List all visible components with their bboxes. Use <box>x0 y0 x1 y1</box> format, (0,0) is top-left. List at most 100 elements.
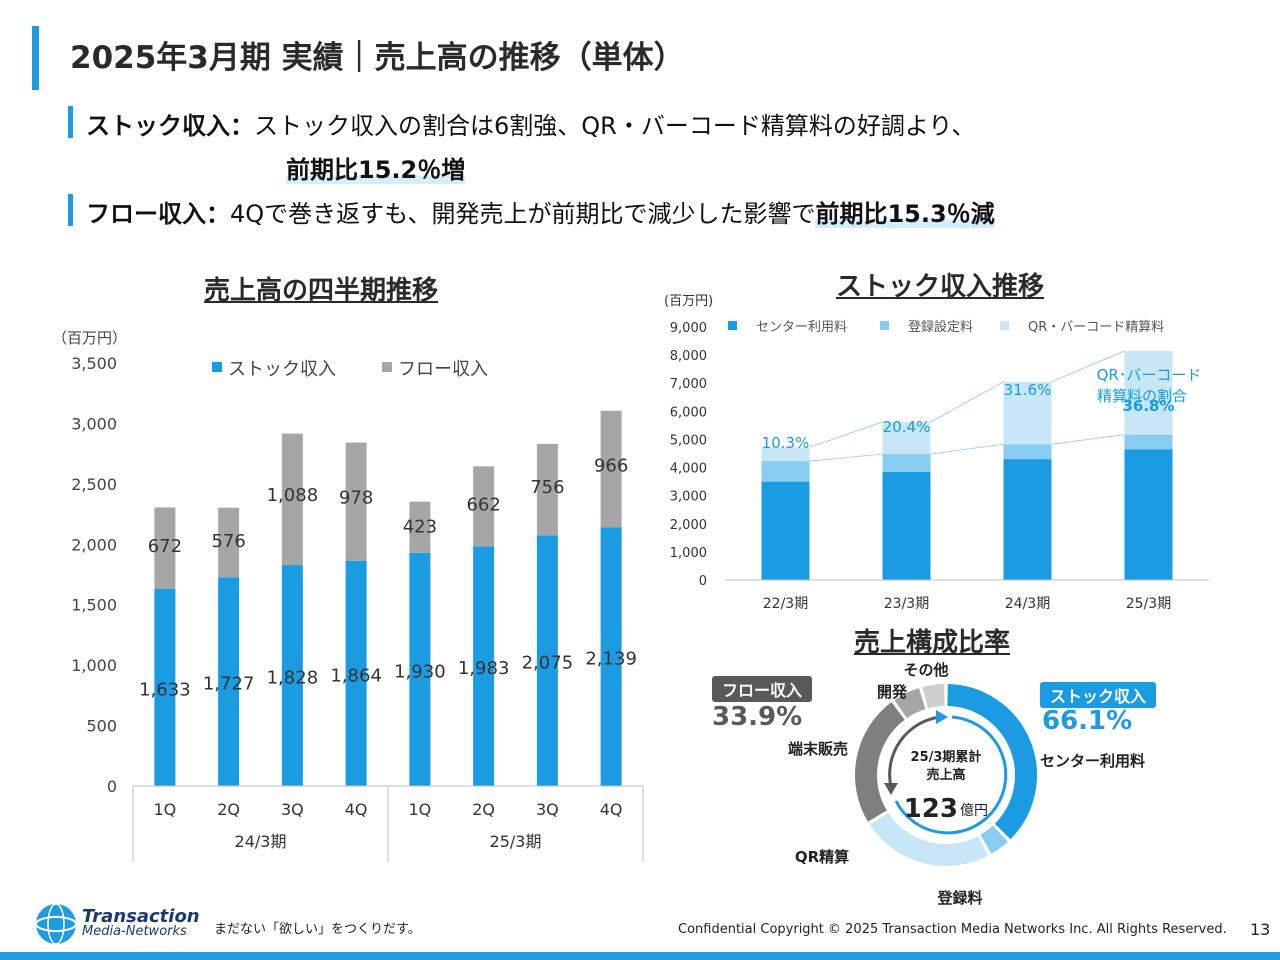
connector-line <box>809 453 883 462</box>
y-tick-label: 4,000 <box>670 462 707 477</box>
y-tick-label: 6,000 <box>670 405 707 420</box>
qr-share-label: 10.3% <box>762 434 810 452</box>
bar-flow <box>473 466 495 547</box>
connector-line <box>1051 350 1125 383</box>
center-label-line2: 売上高 <box>926 767 965 783</box>
x-tick-label: 22/3期 <box>763 596 808 612</box>
x-tick-label: 1Q <box>153 800 176 819</box>
y-tick-label: 3,000 <box>670 490 707 505</box>
bar-flow <box>600 410 622 528</box>
flow-bullet-highlight: 前期比15.3％減 <box>815 200 995 228</box>
connector-line <box>1051 434 1125 445</box>
data-label-flow: 1,088 <box>267 485 319 506</box>
connector-line <box>930 381 1004 423</box>
company-logo-globe <box>35 903 77 945</box>
x-tick-label: 4Q <box>600 800 623 819</box>
data-label-flow: 423 <box>403 517 437 538</box>
data-label-flow: 662 <box>466 494 500 515</box>
slice-label: QR精算 <box>795 848 849 866</box>
data-label-flow: 576 <box>211 531 245 552</box>
data-label-stock: 1,727 <box>203 674 255 695</box>
data-label-stock: 1,633 <box>139 679 191 700</box>
bar-stock <box>473 546 495 786</box>
center-unit: 億円 <box>960 803 988 819</box>
data-label-flow: 672 <box>148 536 182 557</box>
bar-segment <box>1124 350 1173 435</box>
center-value: 123 <box>904 794 958 824</box>
footer-accent-line <box>0 952 1280 960</box>
stock-bullet-highlight: 前期比15.2％増 <box>286 156 466 184</box>
bar-stock <box>281 565 303 786</box>
y-axis-unit: (百万円) <box>664 294 713 309</box>
y-axis-unit: （百万円） <box>52 329 127 347</box>
x-group-label: 25/3期 <box>490 832 542 851</box>
center-label-line1: 25/3期累計 <box>911 749 982 765</box>
legend-label: 登録設定料 <box>908 319 973 335</box>
connector-line <box>809 421 883 448</box>
y-tick-label: 8,000 <box>670 349 707 364</box>
slice-label: 登録料 <box>936 889 982 907</box>
x-tick-label: 2Q <box>217 800 240 819</box>
y-tick-label: 3,500 <box>71 354 117 373</box>
x-tick-label: 23/3期 <box>884 596 929 612</box>
quarterly-chart-title: 売上高の四半期推移 <box>204 276 439 306</box>
slice-label: 開発 <box>877 683 908 701</box>
y-tick-label: 0 <box>699 574 707 589</box>
data-label-stock: 1,864 <box>330 665 382 686</box>
bar-flow <box>281 433 303 566</box>
stock-bullet-highlight-line: 前期比15.2％増 <box>286 150 466 185</box>
bar-stock <box>218 577 240 786</box>
bar-segment <box>761 461 810 482</box>
composition-chart-title: 売上構成比率 <box>854 628 1011 658</box>
y-tick-label: 3,000 <box>71 414 117 433</box>
y-tick-label: 2,000 <box>670 518 707 533</box>
data-label-stock: 1,828 <box>267 668 319 689</box>
slice-label: センター利用料 <box>1040 752 1145 770</box>
y-tick-label: 5,000 <box>670 433 707 448</box>
donut-slice <box>869 812 989 866</box>
annotation-line1: QR･バーコード <box>1097 366 1202 384</box>
bar-segment <box>882 454 931 472</box>
bar-flow <box>536 443 558 536</box>
legend-swatch <box>880 321 889 330</box>
y-tick-label: 9,000 <box>670 321 707 336</box>
legend-label: QR・バーコード精算料 <box>1028 320 1164 335</box>
bar-segment <box>1124 434 1173 450</box>
bar-stock <box>345 560 367 786</box>
stock-cycle-arrow <box>894 715 1008 835</box>
data-label-stock: 2,139 <box>585 649 637 670</box>
stock-bullet-text: ストック収入の割合は6割強、QR・バーコード精算料の好調より、 <box>254 112 976 140</box>
bar-stock <box>536 535 558 786</box>
bar-segment <box>761 481 810 580</box>
slice-label: その他 <box>903 661 948 679</box>
bar-segment <box>1003 459 1052 580</box>
flow-pct: 33.9% <box>712 702 803 732</box>
stock-bullet-label: ストック収入： <box>86 112 254 140</box>
donut-slice <box>922 684 945 709</box>
x-tick-label: 24/3期 <box>1005 596 1050 612</box>
bar-stock <box>600 527 622 786</box>
bar-segment <box>1124 449 1173 580</box>
x-tick-label: 3Q <box>536 800 559 819</box>
arrow-head <box>936 710 948 724</box>
y-tick-label: 0 <box>107 777 117 796</box>
legend-swatch <box>728 321 737 330</box>
data-label-flow: 966 <box>594 455 628 476</box>
y-tick-label: 1,500 <box>71 596 117 615</box>
bar-segment <box>1003 381 1052 445</box>
bar-flow <box>154 507 176 589</box>
y-tick-label: 7,000 <box>670 377 707 392</box>
donut-slice <box>980 825 1008 854</box>
donut-slice <box>855 702 905 822</box>
bar-segment <box>761 447 810 462</box>
stock-bullet-bar <box>68 106 73 138</box>
copyright: Confidential Copyright © 2025 Transactio… <box>678 922 1227 937</box>
logo-text-line1: Transaction <box>82 906 200 927</box>
y-tick-label: 500 <box>86 717 117 736</box>
flow-cycle-arrow <box>888 715 941 788</box>
flow-bullet-text: 4Qで巻き返すも、開発売上が前期比で減少した影響で <box>230 200 816 228</box>
x-tick-label: 1Q <box>408 800 431 819</box>
bar-flow <box>409 501 431 553</box>
data-label-flow: 756 <box>530 477 564 498</box>
quarterly-sales-chart: （百万円） 0 500 1,000 1,500 2,000 2,500 3,000 3,500 ス… <box>52 329 644 862</box>
